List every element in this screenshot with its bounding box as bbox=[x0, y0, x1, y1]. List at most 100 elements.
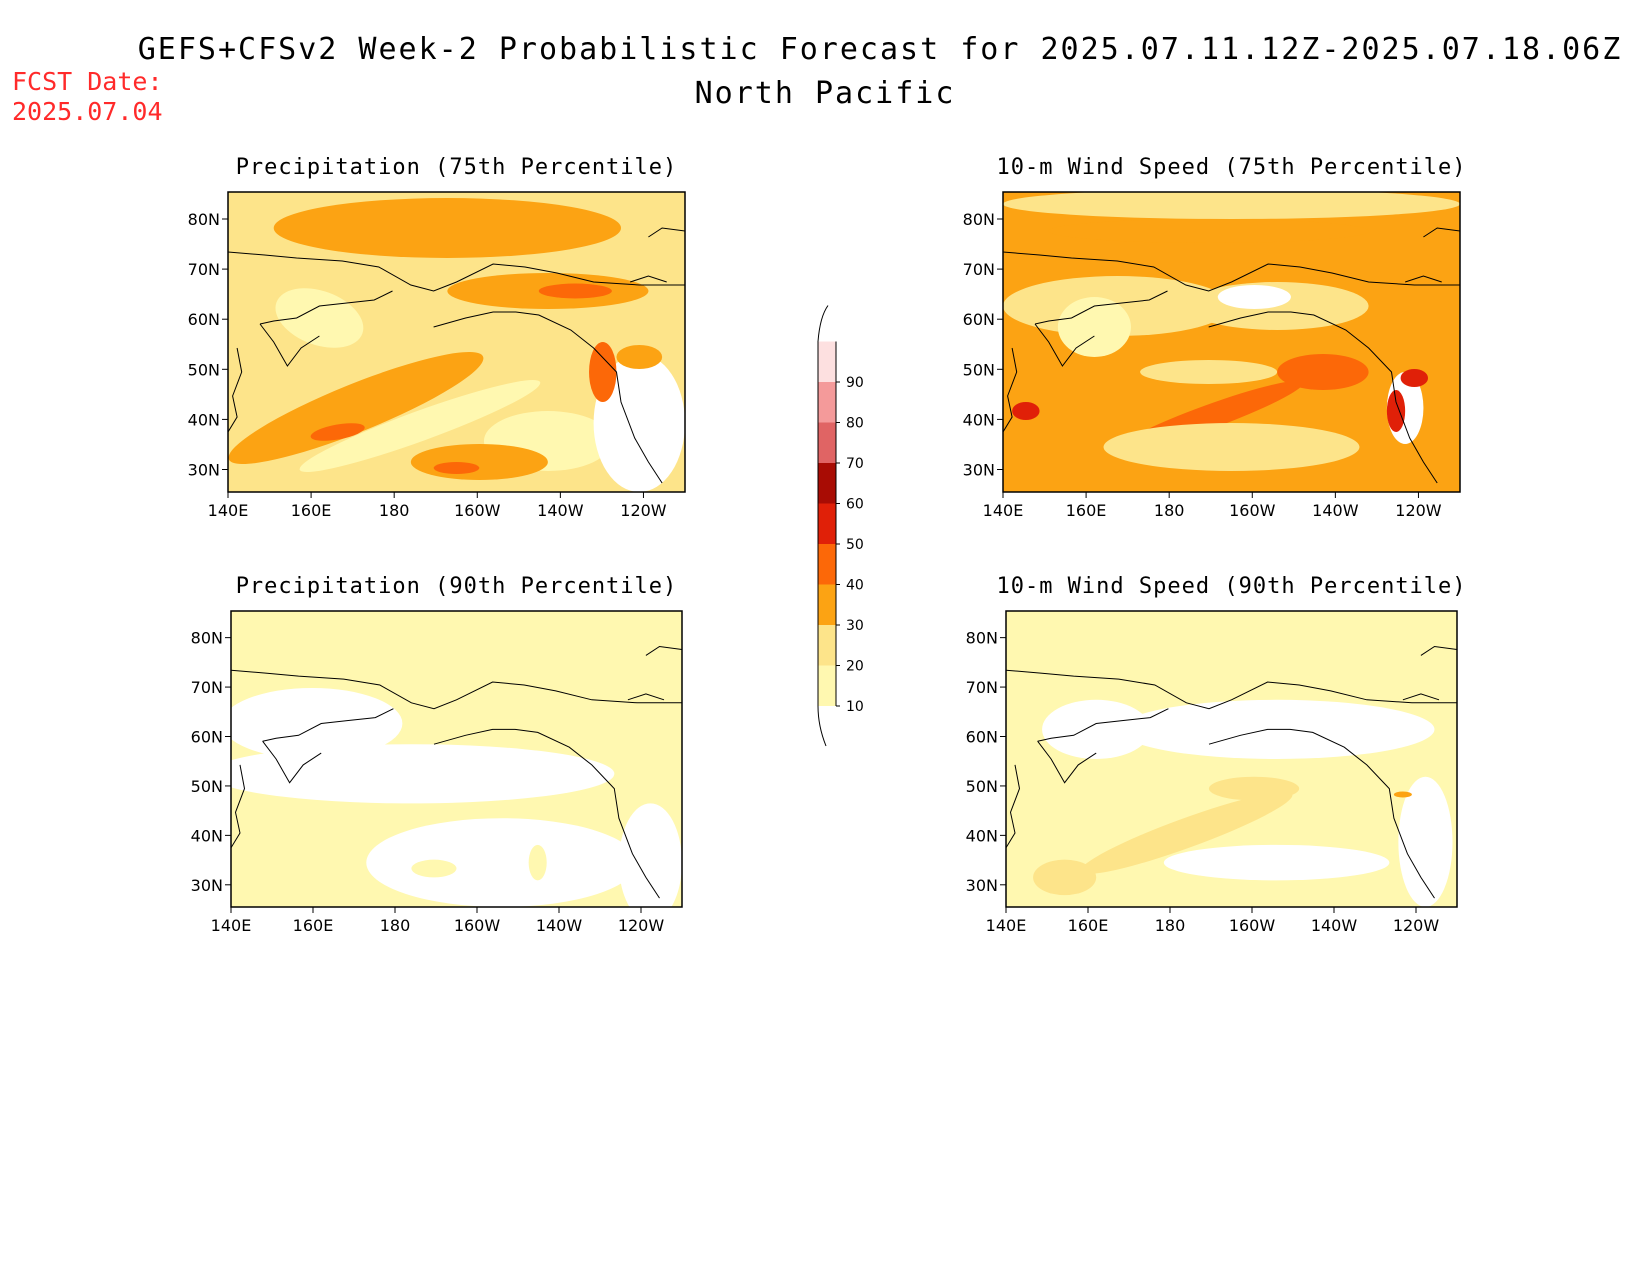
probability-contour bbox=[366, 818, 637, 907]
coastline bbox=[630, 275, 667, 283]
lat-tick-label: 70N bbox=[191, 678, 223, 697]
probability-contour bbox=[1057, 297, 1131, 357]
lon-tick-label: 140E bbox=[211, 916, 252, 935]
probability-field bbox=[1003, 192, 1460, 492]
probability-contour bbox=[273, 198, 622, 258]
colorbar-swatch bbox=[818, 382, 836, 423]
probability-contour bbox=[1012, 402, 1040, 420]
panel-title: Precipitation (90th Percentile) bbox=[236, 574, 678, 599]
lat-tick-label: 70N bbox=[966, 678, 998, 697]
colorbar-swatch bbox=[818, 544, 836, 585]
coastline bbox=[231, 764, 246, 849]
lat-tick-label: 40N bbox=[966, 826, 998, 845]
colorbar-swatch bbox=[818, 625, 836, 666]
lat-tick-label: 40N bbox=[963, 410, 995, 429]
colorbar-label: 30 bbox=[846, 618, 864, 634]
lon-tick-label: 140E bbox=[986, 916, 1027, 935]
lat-tick-label: 30N bbox=[191, 876, 223, 895]
colorbar-label: 90 bbox=[846, 375, 864, 391]
probability-contour bbox=[593, 354, 685, 492]
colorbar-label: 10 bbox=[846, 699, 864, 715]
coastline bbox=[1003, 251, 1460, 292]
main-title: GEFS+CFSv2 Week-2 Probabilistic Forecast… bbox=[137, 32, 1623, 67]
lat-tick-label: 80N bbox=[963, 210, 995, 229]
probability-contour bbox=[1398, 776, 1453, 907]
fcst-date-label: FCST Date: bbox=[12, 67, 163, 96]
colorbar-swatch bbox=[818, 665, 836, 706]
coastline bbox=[262, 708, 394, 742]
coastline bbox=[1402, 693, 1440, 701]
colorbar: 10 20 30 40 50 60 70 80 90 bbox=[817, 305, 864, 747]
lon-tick-label: 160E bbox=[291, 501, 332, 520]
coastline bbox=[1037, 708, 1169, 742]
colorbar-label: 50 bbox=[846, 537, 864, 553]
probability-contour bbox=[410, 444, 548, 480]
map-frame bbox=[230, 610, 683, 908]
colorbar-end-triangle bbox=[817, 305, 829, 342]
lat-tick-label: 60N bbox=[963, 310, 995, 329]
map-panel-precip90: Precipitation (90th Percentile) 140E 160E 1… bbox=[191, 574, 683, 935]
colorbar-label: 40 bbox=[846, 578, 864, 594]
probability-contour bbox=[411, 859, 457, 878]
coastline bbox=[1034, 290, 1168, 325]
coastline bbox=[1423, 227, 1460, 238]
lon-tick-label: 180 bbox=[1155, 916, 1186, 935]
coastline bbox=[433, 728, 660, 899]
lon-tick-label: 140W bbox=[536, 916, 583, 935]
lon-tick-label: 140E bbox=[208, 501, 249, 520]
probability-contour bbox=[1208, 776, 1300, 801]
lat-tick-label: 30N bbox=[966, 876, 998, 895]
lat-tick-label: 50N bbox=[191, 777, 223, 796]
probability-contour bbox=[1042, 699, 1151, 760]
colorbar-swatch bbox=[818, 463, 836, 504]
fcst-date-value: 2025.07.04 bbox=[12, 97, 163, 126]
panel-title: Precipitation (75th Percentile) bbox=[236, 155, 678, 180]
lon-tick-label: 120W bbox=[620, 501, 667, 520]
lon-tick-label: 160W bbox=[1229, 501, 1276, 520]
lat-tick-label: 70N bbox=[188, 260, 220, 279]
probability-contour bbox=[538, 283, 612, 299]
coastline bbox=[1208, 728, 1435, 899]
colorbar-swatch bbox=[818, 584, 836, 625]
probability-field bbox=[231, 611, 682, 907]
lat-tick-label: 30N bbox=[963, 461, 995, 480]
lon-tick-label: 160W bbox=[1229, 916, 1276, 935]
probability-contour bbox=[231, 687, 403, 759]
probability-contour bbox=[1386, 390, 1406, 432]
map-panel-precip75: Precipitation (75th Percentile) 140E 160E 1… bbox=[188, 155, 686, 520]
lon-tick-label: 180 bbox=[379, 501, 410, 520]
lon-tick-label: 140W bbox=[537, 501, 584, 520]
colorbar-swatch bbox=[818, 341, 836, 382]
lon-tick-label: 160E bbox=[293, 916, 334, 935]
lat-tick-label: 40N bbox=[191, 826, 223, 845]
probability-contour bbox=[618, 803, 682, 907]
coastline bbox=[1037, 740, 1097, 784]
lon-tick-label: 140W bbox=[1312, 501, 1359, 520]
coastline bbox=[648, 227, 685, 238]
lat-tick-label: 50N bbox=[963, 360, 995, 379]
coastline bbox=[1405, 275, 1442, 283]
lat-tick-label: 70N bbox=[963, 260, 995, 279]
coastline bbox=[1003, 347, 1018, 433]
probability-contour bbox=[616, 345, 663, 369]
coastline bbox=[645, 645, 682, 656]
coastline bbox=[228, 251, 685, 292]
probability-contour bbox=[1080, 792, 1293, 874]
colorbar-swatch bbox=[818, 422, 836, 463]
lat-tick-label: 50N bbox=[188, 360, 220, 379]
coastline bbox=[259, 290, 393, 325]
lat-tick-label: 60N bbox=[966, 728, 998, 747]
coastline bbox=[1006, 669, 1457, 710]
probability-contour bbox=[1033, 859, 1097, 896]
probability-contour bbox=[1140, 360, 1278, 384]
panel-title: 10-m Wind Speed (75th Percentile) bbox=[996, 155, 1466, 180]
probability-contour bbox=[1003, 192, 1460, 219]
map-frame bbox=[1005, 610, 1458, 908]
probability-contour bbox=[1103, 423, 1360, 471]
lat-tick-label: 50N bbox=[966, 777, 998, 796]
lon-tick-label: 120W bbox=[1393, 916, 1440, 935]
coastline bbox=[433, 311, 663, 484]
probability-contour bbox=[589, 342, 617, 402]
lat-tick-label: 60N bbox=[188, 310, 220, 329]
